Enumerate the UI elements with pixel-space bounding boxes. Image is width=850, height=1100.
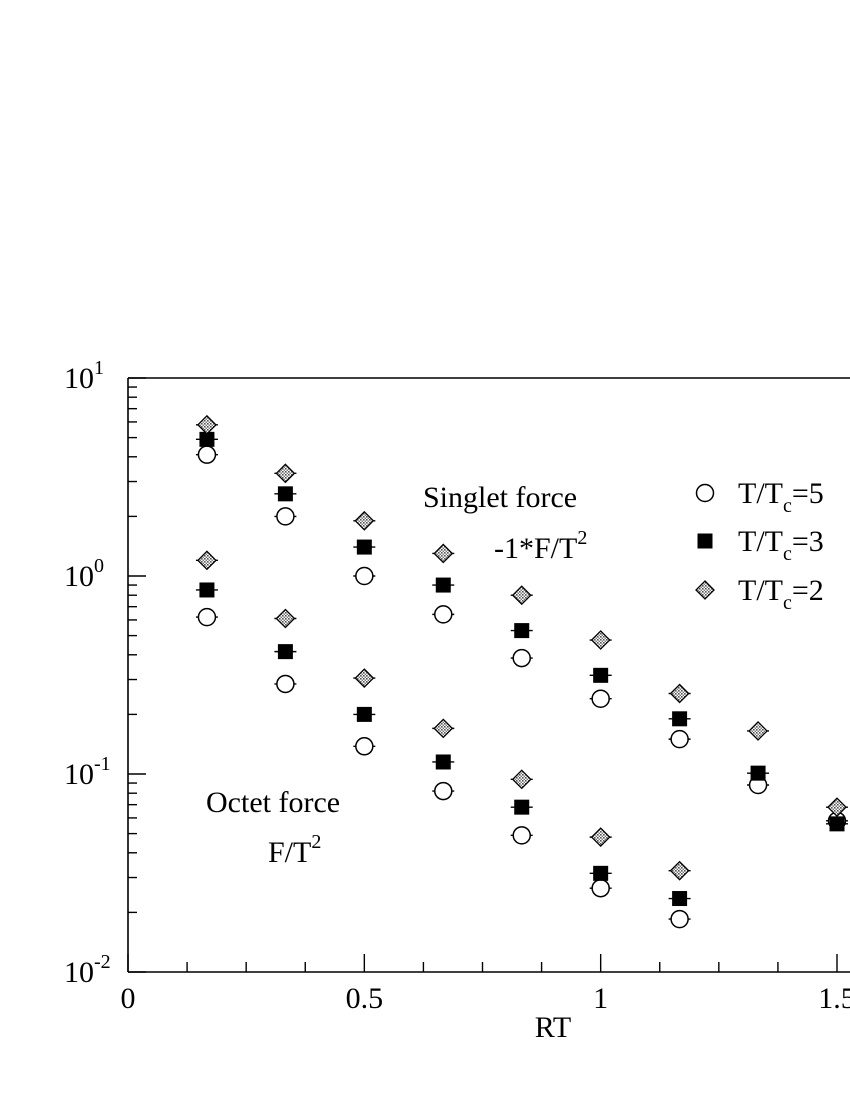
octet-point-0	[276, 674, 295, 694]
y-tick-label: 101	[64, 357, 104, 395]
octet-formula-label: F/T2	[268, 831, 321, 869]
octet-point-0	[434, 781, 453, 801]
legend-label-tail: =3	[792, 525, 824, 558]
singlet-point-1	[514, 623, 530, 639]
x-tick-label: 0	[121, 982, 136, 1015]
legend-label-sub: c	[783, 592, 792, 614]
x-tick-label: 0.5	[346, 982, 384, 1015]
singlet-point-1	[199, 431, 215, 447]
singlet-point-2	[433, 543, 454, 564]
x-tick-label: 1	[593, 982, 608, 1015]
octet-point-2	[511, 769, 532, 790]
octet-point-1	[514, 799, 530, 815]
singlet-point-2	[197, 414, 217, 435]
singlet-point-2	[669, 683, 690, 704]
legend-marker	[697, 533, 713, 549]
octet-point-2	[354, 668, 375, 689]
legend-label-tail: =5	[792, 477, 824, 510]
octet-point-2	[275, 608, 296, 629]
singlet-point-2	[748, 721, 768, 741]
legend-marker	[695, 580, 715, 600]
singlet-point-2	[590, 630, 611, 650]
octet-point-1	[672, 891, 688, 907]
octet-point-1	[199, 582, 215, 598]
singlet-force-label: Singlet force	[423, 481, 577, 514]
singlet-formula-text: -1*F/T	[494, 532, 577, 565]
legend-label-sub: c	[783, 495, 792, 517]
singlet-point-2	[511, 585, 532, 606]
singlet-point-1	[356, 539, 372, 555]
singlet-point-1	[277, 486, 293, 502]
octet-point-1	[356, 706, 372, 722]
octet-point-2	[433, 718, 454, 739]
y-tick-label: 10-1	[64, 753, 111, 791]
octet-formula-exponent: 2	[311, 831, 321, 853]
axis-ticks	[127, 377, 838, 973]
singlet-point-1	[750, 765, 766, 781]
octet-point-1	[593, 865, 609, 881]
singlet-point-2	[827, 797, 847, 818]
octet-point-0	[512, 826, 531, 845]
octet-point-1	[277, 644, 293, 660]
octet-point-0	[670, 909, 689, 929]
legend-label-tail: =2	[792, 574, 824, 607]
octet-force-label: Octet force	[206, 786, 340, 819]
legend: T/Tc=5T/Tc=3T/Tc=2	[695, 477, 824, 614]
y-tick-base: 10	[64, 956, 94, 989]
legend-label-base: T/T	[738, 574, 783, 607]
legend-label-base: T/T	[738, 477, 783, 510]
legend-label: T/Tc=5	[738, 477, 824, 517]
singlet-point-1	[593, 667, 609, 683]
y-tick-exponent: 1	[94, 357, 104, 379]
singlet-point-1	[672, 711, 688, 727]
y-tick-base: 10	[64, 362, 94, 395]
singlet-point-0	[512, 648, 531, 668]
octet-point-0	[591, 878, 610, 898]
y-tick-exponent: 0	[94, 555, 104, 577]
singlet-formula-exponent: 2	[577, 527, 587, 549]
octet-point-0	[197, 607, 217, 627]
singlet-point-0	[355, 566, 374, 586]
x-axis-label: RT	[535, 1011, 572, 1044]
singlet-point-0	[276, 507, 295, 526]
singlet-point-1	[435, 577, 451, 593]
octet-point-1	[435, 754, 451, 770]
singlet-formula-label: -1*F/T2	[494, 527, 587, 565]
y-tick-label: 100	[64, 555, 104, 593]
octet-point-2	[590, 827, 611, 848]
singlet-point-2	[354, 510, 375, 531]
singlet-point-0	[197, 445, 217, 464]
octet-point-2	[197, 550, 217, 571]
y-tick-base: 10	[64, 758, 94, 791]
singlet-point-1	[829, 816, 845, 832]
singlet-point-0	[434, 605, 453, 624]
y-tick-base: 10	[64, 560, 94, 593]
legend-label-sub: c	[783, 543, 792, 565]
octet-formula-text: F/T	[268, 836, 311, 869]
x-tick-label: 1.5	[818, 982, 850, 1015]
legend-label: T/Tc=2	[738, 574, 824, 614]
octet-point-0	[355, 737, 374, 756]
legend-label: T/Tc=3	[738, 525, 824, 565]
legend-label-base: T/T	[738, 525, 783, 558]
singlet-point-2	[275, 463, 296, 484]
y-tick-label: 10-2	[64, 951, 111, 989]
y-tick-exponent: -2	[94, 951, 111, 973]
legend-marker	[695, 483, 715, 503]
octet-point-2	[669, 860, 690, 881]
plot-frame	[127, 377, 850, 973]
y-tick-exponent: -1	[94, 753, 111, 775]
singlet-point-0	[591, 689, 610, 708]
data-points	[195, 414, 848, 929]
singlet-point-0	[670, 729, 689, 749]
